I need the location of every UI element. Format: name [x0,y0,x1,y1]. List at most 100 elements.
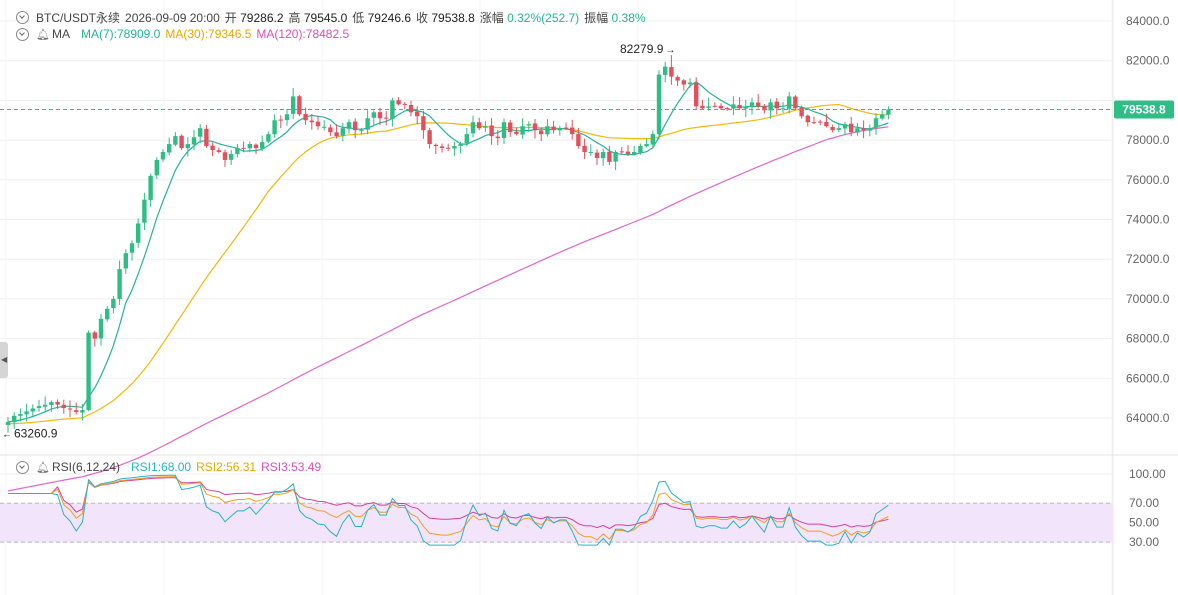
candle-body [749,102,755,107]
candle-body [105,308,110,320]
left-panel-toggle[interactable]: ◀ [0,342,8,378]
candle [198,124,203,144]
candle [12,412,17,429]
candle [588,144,593,156]
candle [725,106,730,111]
candle [210,142,215,156]
candle-body [49,402,54,405]
ma7-line [7,80,889,423]
candle-body [768,102,773,111]
candle [762,104,767,114]
collapse-toggle-icon[interactable] [16,460,29,474]
candle [427,127,432,149]
price-axis-tick: 64000.0 [1126,411,1170,425]
price-axis-tick: 84000.0 [1126,14,1170,28]
candle [557,125,562,136]
candle [346,119,352,134]
rsi2-legend: RSI2:56.31 [196,460,257,474]
candle [495,129,500,146]
candle-body [576,133,581,147]
candle-body [359,130,364,132]
candle [167,137,172,156]
price-axis-tick: 70000.0 [1126,292,1170,306]
candle-body [514,131,519,135]
candle [253,143,259,155]
candle [229,149,234,165]
candle-body [520,126,525,135]
candle [340,122,345,142]
candle [142,192,147,231]
candle [483,121,488,133]
candle-body [712,105,717,107]
candle-body [129,243,135,253]
candle [749,97,755,115]
candle-body [675,77,680,81]
candle-body [328,127,333,133]
collapse-toggle-icon[interactable] [16,11,29,24]
candle-body [774,101,779,109]
candle [415,106,420,125]
candle-body [452,146,457,149]
rsi-axis-tick: 50.00 [1129,516,1159,530]
candle [315,115,321,130]
candle [322,120,327,131]
candle-body [148,175,153,200]
candle-body [43,404,48,407]
candle [439,143,445,153]
candle-body [421,116,426,131]
candle-body [650,134,655,145]
candle [49,400,54,412]
candle [799,105,804,119]
candle-body [322,126,327,128]
candle-body [663,66,668,75]
bell-icon[interactable]: 🔔︎ [36,461,50,474]
candle-body [582,145,587,153]
bell-icon[interactable]: 🔔︎ [36,28,50,41]
rsi-axis-tick: 70.00 [1129,496,1159,510]
candle-body [477,122,482,129]
candle-body [291,96,296,114]
candle-body [210,145,215,151]
candle [470,115,476,138]
candle [117,260,122,305]
candle [520,118,525,139]
candle [92,330,97,347]
candle-body [824,121,829,127]
min-arrow-icon: ← [2,430,12,441]
candle-body [371,112,376,118]
candle-body [278,119,283,121]
ma30-legend: MA(30):79346.5 [165,27,252,41]
candle [501,118,507,144]
candle [743,99,748,118]
candle [793,95,798,110]
candle-body [613,152,618,162]
rsi1-legend: RSI1:68.00 [131,460,192,474]
candle [632,145,637,156]
candle [836,123,841,133]
candle [780,102,786,113]
ma120-legend: MA(120):78482.5 [256,27,350,41]
candle [43,396,48,412]
candle [136,218,141,248]
candle [98,314,104,346]
candle-body [216,150,221,153]
candle-body [346,122,352,129]
candle [675,75,680,87]
candle [731,96,736,116]
rsi-axis-tick: 100.00 [1129,467,1166,481]
candle-body [799,107,804,117]
candle-body [402,103,407,105]
candle-body [408,105,414,113]
price-axis-tick: 82000.0 [1126,54,1170,68]
candle-body [681,80,686,85]
candle-body [762,105,767,111]
candle-body [706,106,711,108]
candle-body [495,136,500,139]
collapse-toggle-icon[interactable] [16,27,29,41]
candle-body [873,118,879,128]
candle-body [532,123,538,131]
candle-body [588,152,593,154]
ma120-line [7,126,889,492]
